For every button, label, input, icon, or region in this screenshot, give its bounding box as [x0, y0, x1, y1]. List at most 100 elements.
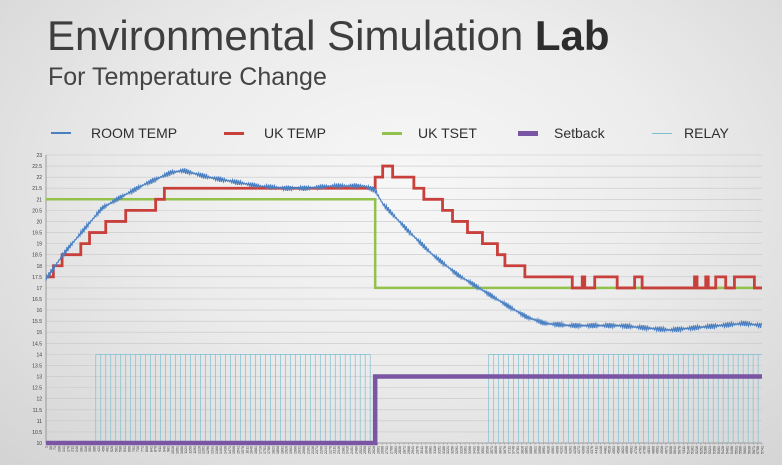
y-tick-label: 10 — [36, 441, 42, 447]
x-tick-label: 1856 — [276, 446, 280, 454]
x-tick-label: 2661 — [376, 446, 380, 454]
series-relay — [488, 354, 762, 443]
x-tick-label: 4866 — [651, 446, 655, 454]
x-tick-label: 2276 — [328, 446, 332, 454]
x-tick-label: 2976 — [416, 446, 420, 454]
y-tick-label: 19.5 — [32, 231, 42, 237]
x-tick-label: 3466 — [477, 446, 481, 454]
x-tick-label: 4201 — [568, 446, 572, 454]
x-tick-label: 4726 — [634, 446, 638, 454]
x-tick-label: 5356 — [712, 446, 716, 454]
x-tick-label: 4971 — [664, 446, 668, 454]
x-tick-label: 4096 — [555, 446, 559, 454]
x-tick-label: 5671 — [752, 446, 756, 454]
x-tick-label: 596 — [119, 446, 123, 452]
x-tick-label: 5461 — [726, 446, 730, 454]
x-tick-label: 2031 — [298, 446, 302, 454]
series-uk-tset — [46, 198, 762, 290]
y-tick-label: 20.5 — [32, 208, 42, 214]
x-tick-label: 2346 — [337, 446, 341, 454]
x-tick-label: 3956 — [538, 446, 542, 454]
y-tick-label: 18.5 — [32, 253, 42, 259]
x-tick-label: 3431 — [472, 446, 476, 454]
x-tick-label: 1366 — [215, 446, 219, 454]
x-tick-label: 5601 — [743, 446, 747, 454]
x-tick-label: 3711 — [507, 446, 511, 454]
x-tick-label: 2626 — [372, 446, 376, 454]
y-tick-label: 11 — [37, 419, 42, 425]
x-tick-label: 1996 — [293, 446, 297, 454]
x-tick-label: 3291 — [455, 446, 459, 454]
legend-item-relay: RELAY — [652, 124, 729, 142]
x-tick-label: 526 — [110, 446, 114, 452]
x-tick-label: 4656 — [625, 446, 629, 454]
x-tick-label: 2241 — [324, 446, 328, 454]
x-tick-label: 5041 — [673, 446, 677, 454]
x-tick-label: 1646 — [250, 446, 254, 454]
x-tick-label: 2206 — [320, 446, 324, 454]
x-tick-label: 806 — [145, 446, 149, 452]
x-tick-label: 3571 — [490, 446, 494, 454]
x-tick-label: 3641 — [499, 446, 503, 454]
x-tick-label: 4481 — [603, 446, 607, 454]
x-tick-label: 3606 — [494, 446, 498, 454]
x-tick-label: 71 — [53, 446, 57, 450]
x-tick-label: 2171 — [315, 446, 319, 454]
x-tick-label: 1086 — [180, 446, 184, 454]
x-tick-label: 2731 — [385, 446, 389, 454]
x-tick-label: 1961 — [289, 446, 293, 454]
y-tick-label: 19 — [36, 242, 42, 248]
x-tick-label: 981 — [167, 446, 171, 452]
title-bold: Lab — [534, 12, 610, 59]
x-tick-label: 736 — [136, 446, 140, 452]
x-tick-label: 2451 — [350, 446, 354, 454]
x-tick-label: 5006 — [669, 446, 673, 454]
x-tick-label: 666 — [127, 446, 131, 452]
x-tick-label: 4341 — [586, 446, 590, 454]
x-tick-label: 2766 — [389, 446, 393, 454]
x-tick-label: 1261 — [202, 446, 206, 454]
x-tick-label: 211 — [71, 446, 75, 452]
x-tick-label: 876 — [154, 446, 158, 452]
x-tick-label: 3816 — [520, 446, 524, 454]
legend-swatch-relay — [652, 132, 672, 134]
x-tick-label: 3116 — [433, 446, 437, 454]
y-tick-label: 21.5 — [32, 186, 42, 192]
x-tick-label: 2836 — [398, 446, 402, 454]
x-tick-label: 3536 — [485, 446, 489, 454]
x-tick-label: 5496 — [730, 446, 734, 454]
x-tick-label: 1681 — [254, 446, 258, 454]
y-tick-label: 22 — [36, 175, 42, 181]
x-tick-label: 3081 — [429, 446, 433, 454]
series-relay — [95, 354, 371, 443]
x-tick-label: 421 — [97, 446, 101, 452]
x-tick-label: 4026 — [547, 446, 551, 454]
x-tick-label: 5286 — [704, 446, 708, 454]
x-tick-label: 1576 — [241, 446, 245, 454]
legend-swatch-uk-temp — [224, 131, 244, 135]
y-tick-label: 15.5 — [32, 319, 42, 325]
x-tick-label: 36 — [49, 446, 53, 450]
y-tick-label: 18 — [36, 264, 42, 270]
legend-label-room-temp: ROOM TEMP — [91, 125, 178, 141]
x-tick-label: 4166 — [564, 446, 568, 454]
x-tick-label: 106 — [58, 446, 62, 452]
x-tick-label: 5111 — [682, 446, 686, 453]
x-tick-label: 4551 — [612, 446, 616, 454]
x-tick-label: 4621 — [621, 446, 625, 454]
x-tick-label: 1051 — [175, 446, 179, 454]
x-tick-label: 2556 — [363, 446, 367, 454]
x-tick-label: 1191 — [193, 446, 197, 454]
x-tick-label: 4691 — [630, 446, 634, 454]
x-tick-label: 4306 — [582, 446, 586, 454]
legend-label-uk-tset: UK TSET — [418, 125, 477, 141]
x-tick-label: 1401 — [219, 446, 223, 454]
x-tick-label: 3921 — [533, 446, 537, 454]
y-tick-label: 21 — [36, 197, 42, 203]
x-tick-label: 4901 — [656, 446, 660, 454]
x-tick-label: 5216 — [695, 446, 699, 454]
x-tick-label: 2591 — [368, 446, 372, 454]
x-tick-label: 3151 — [437, 446, 441, 454]
x-tick-label: 246 — [75, 446, 79, 452]
